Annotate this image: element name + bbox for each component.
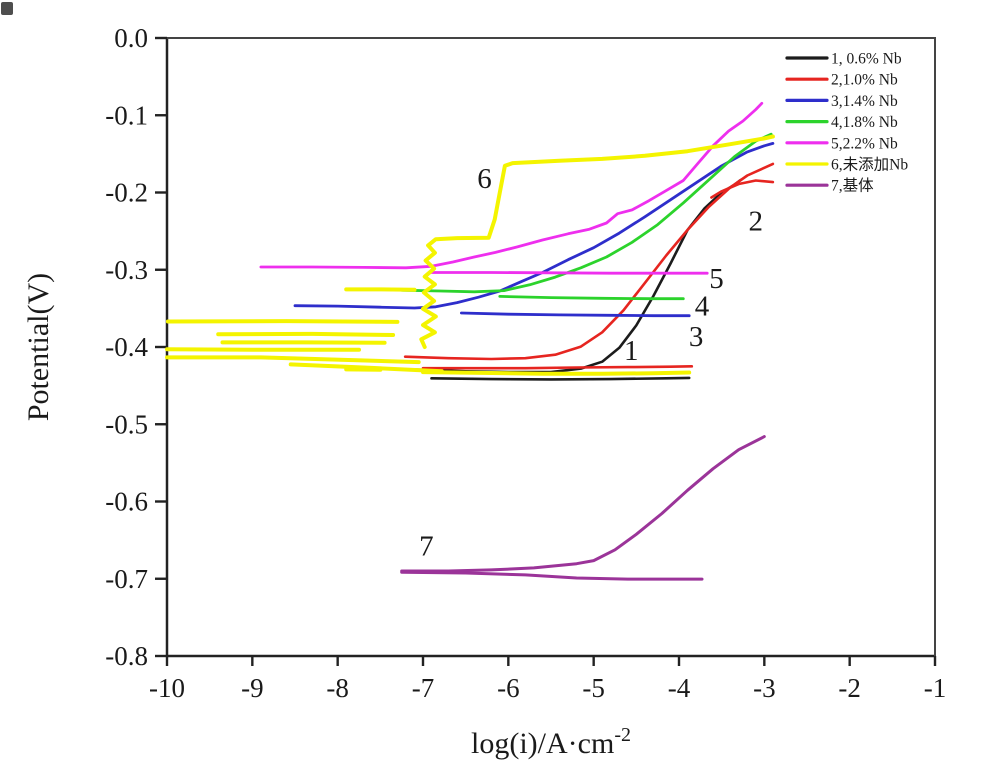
y-tick-label: -0.1: [105, 100, 148, 130]
legend-item-7: 7,基体: [785, 177, 874, 195]
series-7: [400, 435, 766, 581]
legend-label: 4,1.8% Nb: [831, 114, 898, 131]
annotation-6: 6: [477, 163, 492, 195]
curve-branch: [419, 134, 775, 349]
legend-item-1: 1, 0.6% Nb: [785, 51, 902, 68]
curve-branch: [421, 365, 694, 370]
x-tick-label: -5: [582, 673, 605, 703]
x-tick-label: -8: [326, 673, 349, 703]
axes: -10 -9 -8 -7 -6 -5 -4 -3 -2 -1 0.0 -0.1 -0.2 -0.3 -0.4…: [105, 23, 946, 703]
x-tick-label: -1: [924, 673, 947, 703]
curve-branch: [400, 435, 766, 573]
legend-item-6: 6,未添加Nb: [785, 156, 908, 174]
annotation-5: 5: [709, 263, 724, 295]
annotation-4: 4: [695, 290, 710, 322]
annotation-3: 3: [689, 321, 704, 353]
x-tick-label: -10: [149, 673, 185, 703]
curve-branch: [460, 311, 691, 318]
legend-label: 5,2.2% Nb: [831, 135, 898, 152]
series-5: [259, 101, 764, 275]
curve-branch: [165, 319, 400, 324]
annotation-1: 1: [624, 335, 639, 367]
curve-branch: [400, 570, 704, 581]
y-tick-label: -0.2: [105, 178, 148, 208]
legend-label: 3,1.4% Nb: [831, 93, 898, 110]
series-6: [165, 134, 775, 376]
curve-branch: [421, 370, 692, 376]
x-tick-label: -3: [753, 673, 776, 703]
y-tick-label: 0.0: [114, 23, 148, 53]
legend-item-5: 5,2.2% Nb: [785, 135, 898, 152]
curve-branch: [430, 271, 709, 275]
x-tick-label: -9: [241, 673, 264, 703]
curve-branch: [216, 331, 396, 337]
curve-branch: [165, 355, 421, 365]
curve-branch: [403, 162, 775, 361]
y-tick-label: -0.6: [105, 487, 148, 517]
legend-item-4: 4,1.8% Nb: [785, 114, 898, 131]
legend-label: 6,未添加Nb: [831, 156, 908, 174]
x-axis-title: log(i)/A·cm-2: [471, 724, 631, 760]
curve-branch: [293, 142, 775, 310]
curve-branch: [259, 101, 764, 270]
curve-branch: [400, 132, 773, 294]
annotation-2: 2: [749, 205, 764, 237]
y-tick-label: -0.7: [105, 564, 148, 594]
legend-label: 1, 0.6% Nb: [831, 51, 902, 68]
curve-branch: [498, 295, 685, 301]
legend-item-3: 3,1.4% Nb: [785, 93, 898, 110]
series-3: [293, 142, 775, 318]
legend: 1, 0.6% Nb 2,1.0% Nb 3,1.4% Nb 4,1.8% Nb 5,2…: [785, 51, 908, 195]
curve-branch: [710, 179, 775, 199]
y-tick-label: -0.8: [105, 641, 148, 671]
series-2: [403, 162, 775, 370]
y-tick-label: -0.5: [105, 409, 148, 439]
legend-label: 2,1.0% Nb: [831, 72, 898, 89]
y-axis-title: Potential(V): [22, 273, 55, 421]
y-tick-label: -0.3: [105, 255, 148, 285]
curves: [165, 101, 775, 581]
curve-branch: [430, 376, 691, 381]
corner-artifact: [1, 2, 13, 15]
legend-label: 7,基体: [831, 177, 874, 195]
x-tick-label: -7: [412, 673, 435, 703]
axis-spines-top-right: [167, 37, 936, 656]
y-tick-label: -0.4: [105, 332, 148, 362]
x-tick-label: -6: [497, 673, 520, 703]
x-tick-label: -2: [838, 673, 861, 703]
series-4: [400, 132, 773, 301]
x-tick-label: -4: [668, 673, 691, 703]
legend-item-2: 2,1.0% Nb: [785, 72, 898, 89]
annotation-7: 7: [419, 531, 434, 563]
